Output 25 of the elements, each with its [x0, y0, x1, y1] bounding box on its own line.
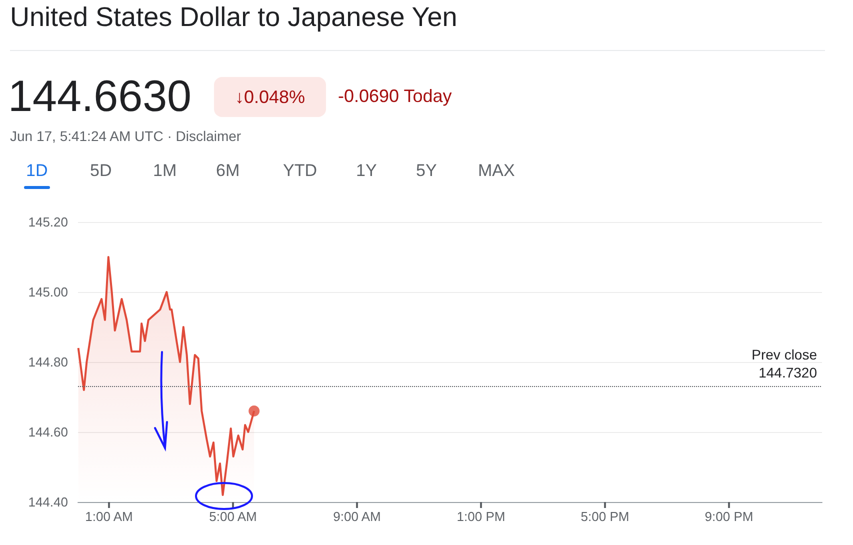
text: 1M — [153, 161, 177, 181]
text: -0.0690 Today — [338, 86, 452, 107]
text: Jun 17, 5:41:24 AM UTC · Disclaimer — [10, 128, 242, 144]
x-tick-label: 1:00 AM — [85, 509, 133, 524]
text: 6M — [216, 161, 240, 181]
text: YTD — [283, 161, 317, 181]
y-tick-label: 144.40 — [28, 494, 68, 510]
y-tick-label: 145.00 — [28, 284, 68, 300]
x-tick-label: 5:00 AM — [209, 509, 257, 524]
text: 1D — [26, 161, 48, 181]
y-tick-label: 144.80 — [28, 354, 68, 370]
chart-title: United States Dollar to Japanese Yen — [10, 2, 458, 33]
text: 5D — [90, 161, 112, 181]
x-tick-label: 5:00 PM — [580, 509, 630, 524]
text: ↓0.048% — [214, 77, 326, 117]
y-tick-label: 145.20 — [28, 214, 68, 230]
x-tick-label: 9:00 AM — [333, 509, 381, 524]
y-tick-label: 144.60 — [28, 424, 68, 440]
text: 1Y — [356, 161, 377, 181]
x-tick-label: 9:00 PM — [704, 509, 754, 524]
text: 144.6630 — [8, 72, 192, 122]
x-tick-label: 1:00 PM — [456, 509, 506, 524]
text: MAX — [478, 161, 515, 181]
ref-line-label: Prev close 144.7320 — [752, 346, 818, 380]
text: 5Y — [416, 161, 437, 181]
